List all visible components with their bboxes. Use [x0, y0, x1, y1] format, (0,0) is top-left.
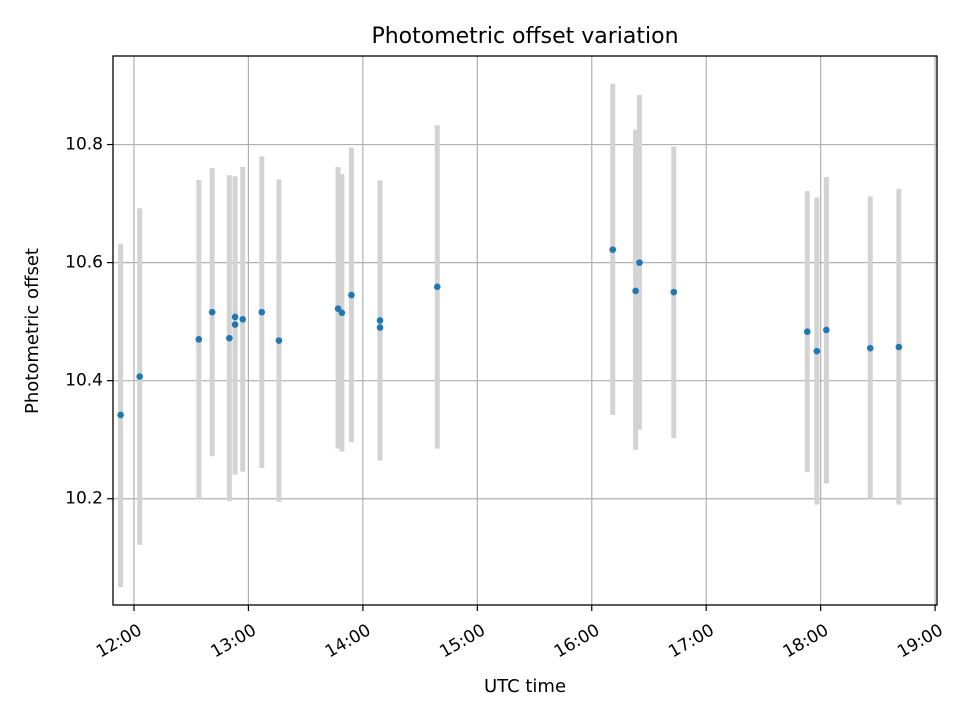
- axes-frame: [112, 55, 938, 606]
- y-tick-label: 10.8: [65, 135, 103, 155]
- data-point: [208, 308, 216, 316]
- data-point: [636, 259, 643, 266]
- y-axis-label: Photometric offset: [22, 248, 43, 414]
- data-point: [275, 337, 283, 344]
- y-tick-label: 10.6: [65, 253, 103, 273]
- plot-area: [112, 55, 938, 606]
- data-point: [670, 288, 678, 296]
- data-point: [117, 411, 124, 419]
- y-axis: 10.2 10.4 10.6 10.8: [65, 135, 113, 509]
- data-point: [239, 315, 247, 323]
- data-point: [813, 347, 821, 355]
- data-points: [117, 246, 903, 419]
- data-point: [609, 246, 617, 253]
- data-point: [226, 334, 233, 342]
- plot-background: [113, 56, 937, 605]
- grid: [113, 56, 937, 605]
- x-axis-label: UTC time: [484, 676, 566, 697]
- data-point: [136, 373, 144, 380]
- data-point: [231, 321, 239, 328]
- data-point: [376, 324, 384, 331]
- y-tick-label: 10.2: [65, 489, 103, 509]
- data-point: [823, 326, 830, 334]
- data-point: [258, 308, 266, 316]
- chart-title: Photometric offset variation: [371, 24, 678, 49]
- data-point: [231, 313, 239, 321]
- data-point: [376, 317, 384, 324]
- data-point: [433, 283, 441, 291]
- data-point: [632, 287, 639, 295]
- data-point: [895, 343, 903, 351]
- data-point: [803, 328, 811, 335]
- data-point: [348, 291, 355, 299]
- data-point: [866, 344, 874, 352]
- y-tick-label: 10.4: [65, 371, 103, 391]
- data-point: [195, 336, 203, 343]
- data-point: [338, 309, 346, 317]
